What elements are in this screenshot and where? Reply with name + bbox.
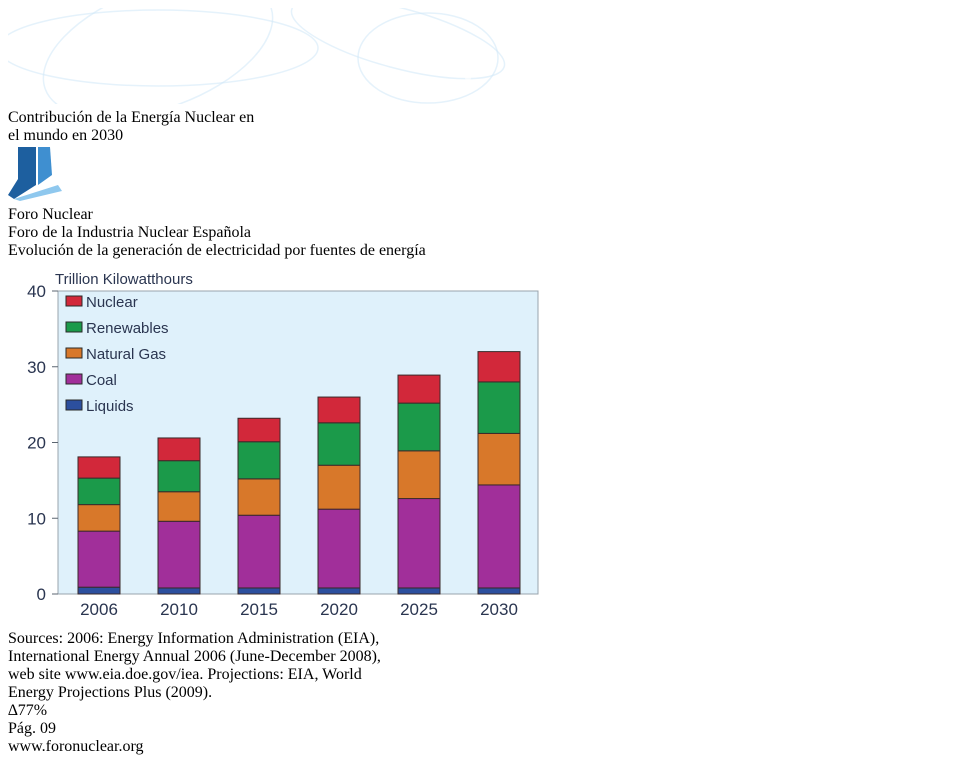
bar-segment-renewables: [317, 422, 361, 466]
chart-figure: Trillion Kilowatthours 0 10 20 30 40 2006 201…: [8, 260, 952, 702]
logo-wordmark: Foro Nuclear: [8, 206, 952, 224]
foro-nuclear-logo-icon: [8, 147, 62, 201]
y-tick-label: 20: [27, 434, 46, 453]
x-tick-label: 2030: [480, 600, 518, 619]
bar-segment-natural-gas: [237, 478, 281, 516]
legend-label: Natural Gas: [86, 346, 166, 363]
bar-segment-nuclear: [157, 437, 201, 462]
bar-segment-renewables: [397, 402, 441, 452]
footer-website-link[interactable]: www.foronuclear.org: [8, 738, 144, 755]
bar-segment-coal: [317, 508, 361, 589]
sources-note: Sources: 2006: Energy Information Admini…: [8, 630, 952, 702]
chart-legend: Nuclear Renewables Natural Gas Coal Liquids: [65, 294, 169, 415]
y-tick-label: 30: [27, 358, 46, 377]
legend-label: Coal: [86, 372, 117, 389]
header-title-line-2: el mundo en 2030: [8, 127, 124, 144]
legend-swatch: [65, 295, 83, 307]
sources-line-3: web site www.eia.doe.gov/iea. Projection…: [8, 666, 362, 683]
banner-background-art: [0, 0, 952, 119]
bar-segment-liquids: [477, 587, 521, 595]
bar-segment-natural-gas: [477, 432, 521, 486]
legend-swatch: [65, 373, 83, 385]
bar-segment-nuclear: [397, 374, 441, 404]
bar-segment-coal: [237, 514, 281, 589]
chart-title: Trillion Kilowatthours: [55, 271, 193, 288]
bar-segment-liquids: [237, 587, 281, 595]
bar-segment-liquids: [397, 587, 441, 595]
bars-group: [77, 351, 521, 595]
bar-segment-liquids: [157, 587, 201, 595]
bar-segment-natural-gas: [317, 464, 361, 510]
bar-segment-natural-gas: [77, 504, 121, 532]
y-tick-label: 40: [27, 282, 46, 301]
header-title-line-1: Contribución de la Energía Nuclear en: [8, 109, 255, 126]
x-tick-label: 2025: [400, 600, 438, 619]
sources-line-2: International Energy Annual 2006 (June-D…: [8, 648, 381, 665]
page-number-value: 09: [40, 720, 56, 737]
bar-segment-liquids: [77, 586, 121, 595]
header-banner: Contribución de la Energía Nuclear en el…: [0, 0, 952, 242]
logo-tagline: Foro de la Industria Nuclear Española: [8, 224, 252, 241]
x-axis: 2006 2010 2015 2020 2025 2030: [80, 600, 518, 619]
legend-swatch: [65, 347, 83, 359]
bar-segment-renewables: [477, 381, 521, 434]
bar-segment-natural-gas: [157, 491, 201, 522]
bar-segment-nuclear: [317, 396, 361, 424]
logo-word-nuclear: Nuclear: [42, 206, 93, 223]
y-axis: 0 10 20 30 40: [27, 282, 58, 604]
y-tick-label: 10: [27, 509, 46, 528]
bar-segment-renewables: [237, 441, 281, 480]
bar-segment-nuclear: [477, 351, 521, 383]
footer-bar: Pág. 09 www.foronuclear.org: [8, 720, 952, 756]
legend-label: Renewables: [86, 320, 169, 337]
growth-callout: ∆77%: [8, 702, 48, 719]
plot-area: [57, 290, 539, 595]
bar-segment-liquids: [317, 587, 361, 595]
x-tick-label: 2010: [160, 600, 198, 619]
header-title: Contribución de la Energía Nuclear en el…: [8, 109, 952, 145]
page-label: Pág.: [8, 720, 40, 737]
page-number: Pág. 09: [8, 720, 952, 738]
bar-segment-renewables: [157, 460, 201, 493]
sources-line-4: Energy Projections Plus (2009).: [8, 684, 213, 701]
bar-segment-coal: [157, 520, 201, 589]
bar-segment-nuclear: [237, 417, 281, 443]
legend-label: Liquids: [86, 398, 134, 415]
x-tick-label: 2015: [240, 600, 278, 619]
logo-word-foro: Foro: [8, 206, 43, 223]
bar-segment-nuclear: [77, 456, 121, 479]
y-tick-label: 0: [37, 585, 46, 604]
bar-segment-renewables: [77, 477, 121, 506]
bar-segment-natural-gas: [397, 450, 441, 500]
atom-orbits-decoration: [0, 0, 506, 119]
legend-label: Nuclear: [86, 294, 138, 311]
x-tick-label: 2006: [80, 600, 118, 619]
bar-segment-coal: [77, 530, 121, 588]
foro-nuclear-logo: Foro Nuclear Foro de la Industria Nuclea…: [8, 145, 952, 242]
page-heading: Evolución de la generación de electricid…: [8, 242, 426, 259]
sources-line-1: Sources: 2006: Energy Information Admini…: [8, 630, 380, 647]
bar-segment-coal: [477, 484, 521, 589]
legend-swatch: [65, 399, 83, 411]
bar-segment-coal: [397, 498, 441, 589]
legend-swatch: [65, 321, 83, 333]
x-tick-label: 2020: [320, 600, 358, 619]
